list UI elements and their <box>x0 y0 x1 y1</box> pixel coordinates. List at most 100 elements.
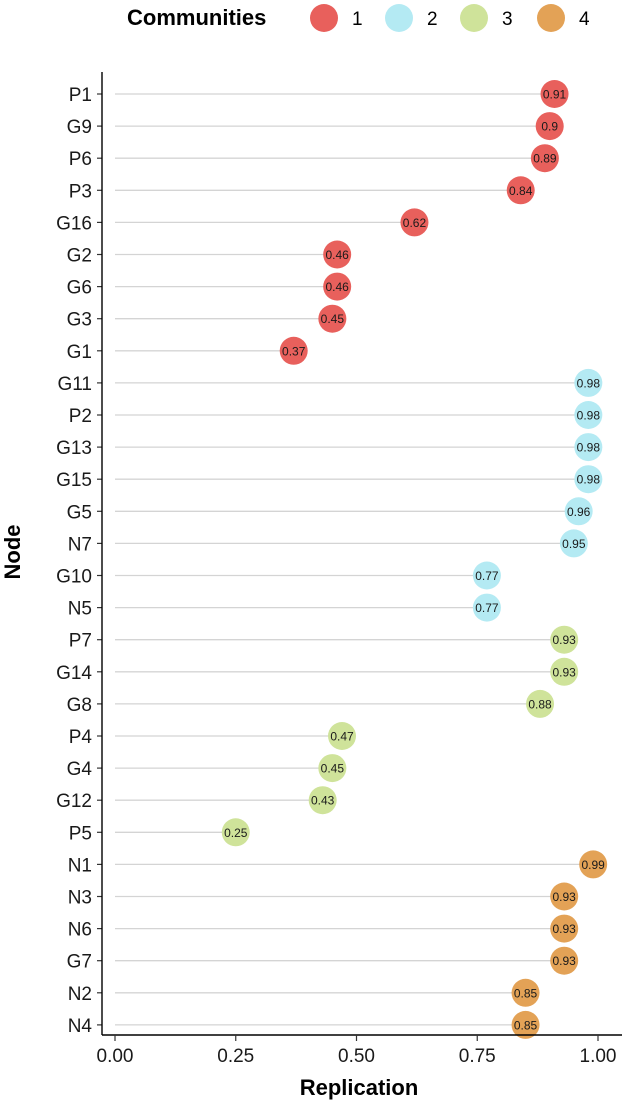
point-N5 <box>472 593 501 622</box>
data-label-G7: 0.93 <box>553 954 577 968</box>
point-G4 <box>318 754 347 783</box>
point-P6 <box>530 144 559 173</box>
legend-label-4: 4 <box>579 9 590 30</box>
x-tick-label: 0.25 <box>217 1046 254 1067</box>
x-axis-title: Replication <box>300 1075 419 1100</box>
point-P4 <box>328 722 357 750</box>
y-tick-label-G15: G15 <box>56 470 92 491</box>
y-axis-title: Node <box>0 525 25 580</box>
y-tick-label-N2: N2 <box>68 984 92 1005</box>
y-tick-label-P5: P5 <box>69 823 92 844</box>
legend-key-1 <box>310 4 338 32</box>
point-P5 <box>221 818 250 847</box>
y-tick-label-G13: G13 <box>56 438 92 459</box>
data-label-N4: 0.85 <box>514 1018 538 1032</box>
x-tick-label: 1.00 <box>580 1046 617 1067</box>
data-label-P7: 0.93 <box>553 633 577 647</box>
y-tick-label-G2: G2 <box>67 246 92 267</box>
point-G15 <box>574 465 603 494</box>
data-label-N5: 0.77 <box>475 601 499 615</box>
data-label-G12: 0.43 <box>311 794 335 808</box>
data-label-N3: 0.93 <box>553 890 577 904</box>
data-label-G8: 0.88 <box>528 697 552 711</box>
point-G9 <box>535 112 564 141</box>
legend-key-3 <box>460 4 488 32</box>
data-points: 0.91 0.9 0.89 0.84 0.62 0.46 0.46 0.45 0.37 0.98 0… <box>221 80 608 1039</box>
point-N3 <box>550 882 579 911</box>
y-tick-label-P6: P6 <box>69 149 92 170</box>
point-G5 <box>564 497 593 526</box>
data-label-G2: 0.46 <box>326 248 350 262</box>
y-tick-label-G12: G12 <box>56 791 92 812</box>
data-label-G9: 0.9 <box>541 120 558 134</box>
y-tick-label-G5: G5 <box>67 502 92 523</box>
y-tick-label-N7: N7 <box>68 534 92 555</box>
gridlines <box>115 93 594 1026</box>
point-N6 <box>550 914 579 943</box>
x-axis: 0.00 0.25 0.50 0.75 1.00 <box>97 1034 622 1067</box>
data-label-P5: 0.25 <box>224 826 248 840</box>
point-G6 <box>323 272 352 301</box>
legend-label-1: 1 <box>352 9 363 30</box>
data-label-G10: 0.77 <box>475 569 499 583</box>
y-tick-label-N6: N6 <box>68 920 92 941</box>
point-P2 <box>574 401 603 429</box>
point-G7 <box>550 946 579 975</box>
data-label-N7: 0.95 <box>562 537 586 551</box>
y-tick-label-G6: G6 <box>67 278 92 299</box>
legend-label-2: 2 <box>427 9 438 30</box>
data-label-P2: 0.98 <box>577 409 601 423</box>
point-G10 <box>472 561 501 590</box>
data-label-G6: 0.46 <box>326 280 350 294</box>
point-G2 <box>323 240 352 269</box>
legend-key-2 <box>385 4 413 32</box>
x-tick-label: 0.50 <box>338 1046 375 1067</box>
point-G12 <box>308 786 337 815</box>
data-label-G11: 0.98 <box>577 376 601 390</box>
point-P7 <box>550 625 579 654</box>
point-G3 <box>318 304 347 333</box>
data-label-P3: 0.84 <box>509 184 533 198</box>
y-tick-label-N3: N3 <box>68 888 92 909</box>
point-G13 <box>574 433 603 462</box>
data-label-G5: 0.96 <box>567 505 591 519</box>
y-tick-label-G16: G16 <box>56 213 92 234</box>
point-G16 <box>400 208 429 237</box>
legend-label-3: 3 <box>502 9 513 30</box>
point-N7 <box>559 529 588 558</box>
y-tick-label-N5: N5 <box>68 599 92 620</box>
data-label-G15: 0.98 <box>577 473 601 487</box>
point-P3 <box>506 176 535 205</box>
point-N4 <box>511 1010 540 1039</box>
y-tick-label-P1: P1 <box>69 85 92 106</box>
data-label-G3: 0.45 <box>321 312 345 326</box>
point-G11 <box>574 368 603 397</box>
y-tick-label-P4: P4 <box>69 727 93 748</box>
legend-title: Communities <box>127 5 266 30</box>
y-tick-label-G3: G3 <box>67 310 92 331</box>
point-G8 <box>526 689 555 718</box>
y-tick-label-G4: G4 <box>67 759 93 780</box>
data-label-G13: 0.98 <box>577 441 601 455</box>
y-tick-label-G9: G9 <box>67 117 92 138</box>
data-label-P4: 0.47 <box>330 730 354 744</box>
y-tick-label-G8: G8 <box>67 695 92 716</box>
data-label-G1: 0.37 <box>282 344 306 358</box>
y-axis-ticks: P1 G9 P6 P3 G16 G2 G6 G3 G1 G11 P2 G13 G15 G5 N7 G10 N5 P… <box>56 85 102 1037</box>
data-label-G14: 0.93 <box>553 665 577 679</box>
y-tick-label-N4: N4 <box>68 1016 93 1037</box>
legend-key-4 <box>537 4 565 32</box>
y-tick-label-P7: P7 <box>69 631 92 652</box>
y-tick-label-G14: G14 <box>56 663 92 684</box>
y-tick-label-P3: P3 <box>69 181 92 202</box>
y-tick-label-G10: G10 <box>56 567 92 588</box>
point-G1 <box>279 336 308 365</box>
y-tick-label-P2: P2 <box>69 406 92 427</box>
data-label-G4: 0.45 <box>321 762 345 776</box>
data-label-P1: 0.91 <box>543 88 567 102</box>
x-tick-label: 0.00 <box>97 1046 134 1067</box>
data-label-N6: 0.93 <box>553 922 577 936</box>
data-label-P6: 0.89 <box>533 152 557 166</box>
x-tick-label: 0.75 <box>459 1046 496 1067</box>
